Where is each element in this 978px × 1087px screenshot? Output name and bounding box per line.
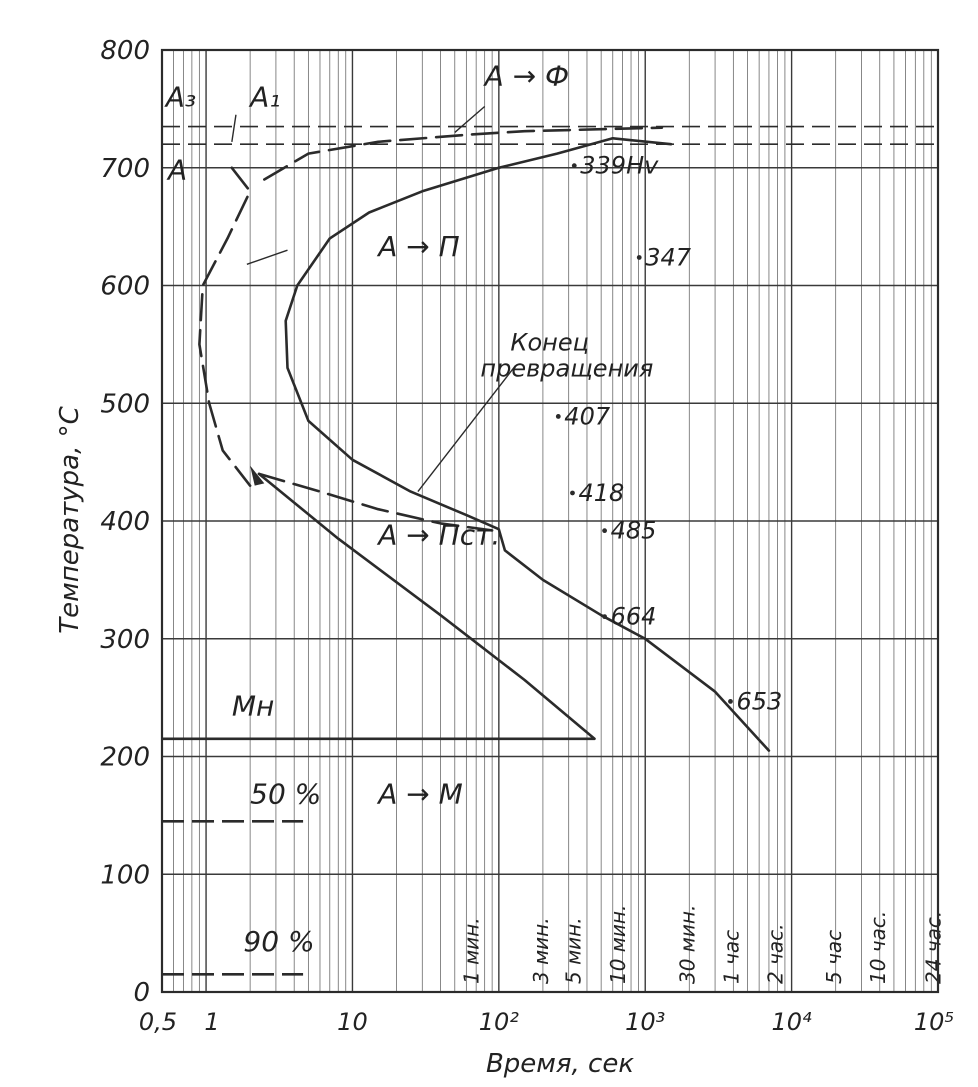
y-tick-label: 300 <box>100 625 150 655</box>
time-mark-label: 10 час. <box>866 911 890 984</box>
time-mark-label: 5 мин. <box>562 917 586 984</box>
annotation-label: 50 % <box>250 778 321 811</box>
pointer-line <box>246 249 288 265</box>
series-line-3 <box>257 472 494 532</box>
time-mark-label: 1 час <box>720 930 744 984</box>
time-mark-label: 30 мин. <box>676 905 700 984</box>
time-mark-label: 1 мин. <box>459 917 483 984</box>
x-tick-label: 1 <box>204 1008 219 1036</box>
annotation-label: Конец <box>510 328 589 356</box>
y-tick-label: 800 <box>100 36 150 66</box>
x-tick-label: 10³ <box>625 1008 665 1036</box>
annotation-label: A → Ф <box>483 59 570 92</box>
annotation-label: A <box>166 154 187 187</box>
annotation-label: A → Пст. <box>376 519 500 552</box>
labels: 0 100 200 300 400 500 600 700 800 0,5 1 10 10² 10³ 10⁴… <box>100 36 954 1036</box>
hardness-label: 347 <box>645 243 692 271</box>
annotation-label: Mн <box>232 689 274 722</box>
series-line-4 <box>284 137 771 752</box>
x-tick-label: 10⁵ <box>914 1008 954 1036</box>
hardness-point <box>570 490 575 496</box>
hardness-label: 407 <box>564 402 611 430</box>
annotation-label: превращения <box>480 354 653 382</box>
y-tick-label: 700 <box>100 154 150 184</box>
x-tick-label: 10² <box>479 1008 520 1036</box>
annotation-label: A₁ <box>248 81 280 114</box>
y-tick-label: 600 <box>100 272 150 302</box>
hardness-point <box>636 255 642 260</box>
hardness-label: 664 <box>611 603 657 631</box>
hardness-point <box>728 699 733 704</box>
hardness-label: 339Hv <box>580 152 659 180</box>
series-line-5 <box>611 137 673 146</box>
pointer-line <box>231 114 237 142</box>
hardness-point <box>555 414 561 419</box>
x-tick-label: 0,5 <box>139 1008 177 1036</box>
annotation-label: A → M <box>376 778 463 811</box>
time-mark-label: 5 час <box>822 930 846 984</box>
series-line-1 <box>198 166 252 487</box>
pointer-line <box>417 365 517 492</box>
grid <box>162 50 938 992</box>
y-tick-label: 0 <box>133 978 150 1008</box>
hardness-label: 485 <box>611 517 657 545</box>
time-mark-label: 10 мин. <box>606 905 630 984</box>
pointer-line <box>454 105 486 133</box>
plot-frame <box>160 48 940 994</box>
hardness-point <box>602 614 607 620</box>
reference-lines <box>162 125 938 976</box>
time-mark-label: 2 час. <box>764 923 788 984</box>
annotation-label: 90 % <box>243 925 314 958</box>
time-mark-label: 3 мин. <box>529 917 553 984</box>
x-axis-label: Время, сек <box>486 1049 634 1079</box>
series-group <box>198 126 771 752</box>
arrowhead <box>250 465 265 486</box>
time-mark-label: 24 час. <box>922 911 946 984</box>
hardness-point <box>571 163 577 169</box>
y-axis-label: Температура, °С <box>55 405 85 633</box>
hardness-point <box>602 528 607 534</box>
hardness-label: 653 <box>736 687 782 715</box>
x-tick-label: 10 <box>337 1008 368 1036</box>
y-tick-label: 200 <box>100 743 150 773</box>
hardness-label: 418 <box>578 479 624 507</box>
y-tick-label: 100 <box>100 860 150 890</box>
markers <box>231 105 733 704</box>
annotation-label: A₃ <box>164 81 196 114</box>
series-line-2 <box>263 126 664 181</box>
x-tick-label: 10⁴ <box>772 1008 813 1036</box>
annotation-label: A → П <box>376 230 459 263</box>
y-tick-label: 500 <box>100 389 150 419</box>
series-line-6 <box>257 472 596 741</box>
y-tick-label: 400 <box>100 507 150 537</box>
